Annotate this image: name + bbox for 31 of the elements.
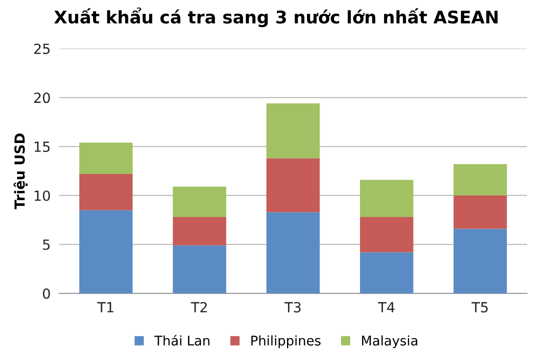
bar	[454, 228, 507, 294]
chart-title: Xuất khẩu cá tra sang 3 nước lớn nhất ASEAN	[54, 8, 498, 28]
x-tick-label: T3	[284, 302, 301, 312]
y-tick-label: 5	[43, 240, 50, 250]
bar	[360, 217, 414, 252]
bar	[79, 142, 133, 174]
x-tick-label: T5	[472, 302, 488, 312]
y-tick-label: 0	[42, 288, 50, 299]
bar	[266, 103, 320, 158]
x-tick-label: T2	[190, 302, 207, 312]
bar	[172, 217, 226, 246]
bar	[172, 186, 226, 218]
legend-label: Thái Lan	[154, 334, 210, 346]
bar	[266, 212, 320, 294]
legend-label: Malaysia	[362, 335, 418, 348]
bar	[172, 245, 226, 294]
bar	[79, 210, 133, 294]
legend-label: Philippines	[251, 335, 321, 348]
bar	[360, 252, 414, 294]
bar	[454, 164, 507, 196]
x-tick-label: T4	[378, 302, 395, 312]
bar	[266, 158, 320, 212]
y-tick-label: 15	[34, 142, 50, 152]
y-tick-label: 10	[34, 190, 50, 201]
bar	[360, 180, 414, 218]
y-tick-label: 25	[34, 44, 50, 54]
y-tick-label: 20	[34, 92, 50, 104]
bar	[79, 174, 133, 210]
y-axis-title: Triệu USD	[14, 133, 28, 210]
bar	[454, 195, 507, 229]
x-tick-label: T1	[97, 302, 114, 312]
